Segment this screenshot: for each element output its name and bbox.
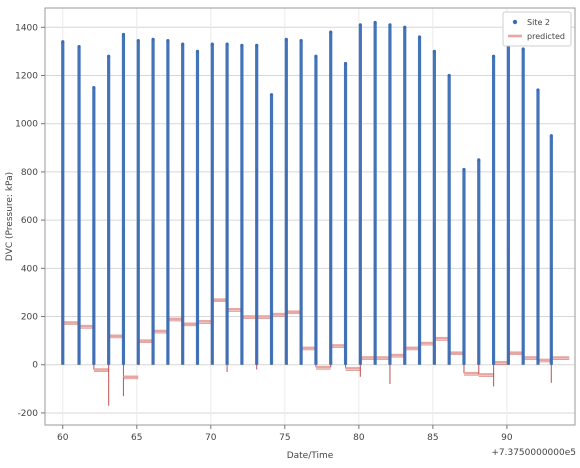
x-tick-label: 85: [427, 433, 438, 443]
x-axis-label: Date/Time: [287, 451, 334, 461]
site-2-point: [329, 30, 333, 34]
site-2-point: [269, 93, 274, 97]
site-2-point: [92, 85, 96, 90]
x-tick-label: 90: [501, 433, 513, 443]
x-tick-label: 75: [279, 433, 290, 443]
y-tick-label: 400: [21, 264, 38, 274]
site-2-point: [299, 38, 303, 43]
site-2-point: [255, 43, 259, 47]
y-tick-label: 200: [21, 313, 38, 323]
site-2-point: [240, 43, 244, 47]
site-2-point: [388, 23, 392, 27]
y-tick-label: 1000: [15, 120, 38, 130]
site-2-point: [314, 54, 318, 58]
legend-label: Site 2: [527, 18, 550, 27]
site-2-point: [521, 47, 525, 51]
axes-frame: [44, 7, 576, 426]
y-tick-label: -200: [18, 409, 39, 419]
site-2-point: [61, 40, 65, 44]
y-axis-label: DVC (Pressure: kPa): [5, 172, 15, 261]
site-2-point: [284, 37, 288, 41]
site-2-point: [343, 61, 348, 66]
x-tick-label: 60: [57, 433, 69, 443]
plot-area: [45, 8, 575, 425]
y-tick-label: 1200: [15, 71, 38, 81]
site-2-point: [225, 42, 229, 46]
legend: Site 2 predicted: [502, 11, 572, 47]
x-axis-offset-label: +7.3750000000e5: [491, 448, 576, 458]
site-2-point: [549, 134, 553, 138]
legend-label: predicted: [527, 32, 565, 41]
site-2-point: [477, 158, 481, 162]
x-tick-label: 80: [353, 433, 365, 443]
site-2-point: [491, 54, 496, 58]
x-tick-label: 70: [205, 433, 217, 443]
plot-frame: [44, 7, 576, 426]
site-2-point: [107, 54, 111, 58]
y-tick-label: 1400: [15, 23, 38, 33]
site-2-point: [166, 38, 170, 43]
site-2-point: [121, 32, 126, 37]
legend-marker-point: [512, 19, 518, 25]
y-tick-label: 800: [21, 168, 38, 178]
site-2-point: [403, 25, 407, 29]
site-2-point: [536, 88, 540, 92]
site-2-point: [210, 42, 214, 46]
site-2-point: [373, 20, 377, 25]
x-tick-label: 65: [131, 433, 142, 443]
site-2-point: [151, 37, 155, 41]
site-2-point: [447, 73, 451, 78]
site-2-point: [417, 35, 422, 39]
site-2-point: [181, 42, 185, 46]
site-2-point: [136, 38, 140, 43]
y-tick-label: 0: [32, 361, 38, 371]
x-axis-ticks: 60 65 70 75 80 85 90: [57, 425, 513, 443]
y-tick-label: 600: [21, 216, 38, 226]
site-2-point: [432, 49, 436, 53]
site-2-point: [195, 49, 200, 53]
legend-box: [502, 11, 572, 47]
site-2-series: [61, 20, 553, 365]
y-axis-ticks: -200 0 200 400 600 800 1000 1200 1400: [15, 23, 45, 419]
site-2-point: [358, 23, 362, 27]
site-2-point: [77, 44, 81, 49]
site-2-point: [462, 167, 466, 172]
